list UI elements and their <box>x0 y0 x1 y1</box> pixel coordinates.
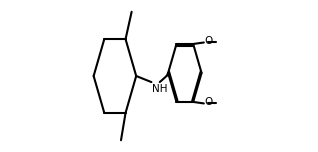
Text: O: O <box>204 97 213 107</box>
Text: O: O <box>204 36 213 46</box>
Text: NH: NH <box>152 84 168 94</box>
